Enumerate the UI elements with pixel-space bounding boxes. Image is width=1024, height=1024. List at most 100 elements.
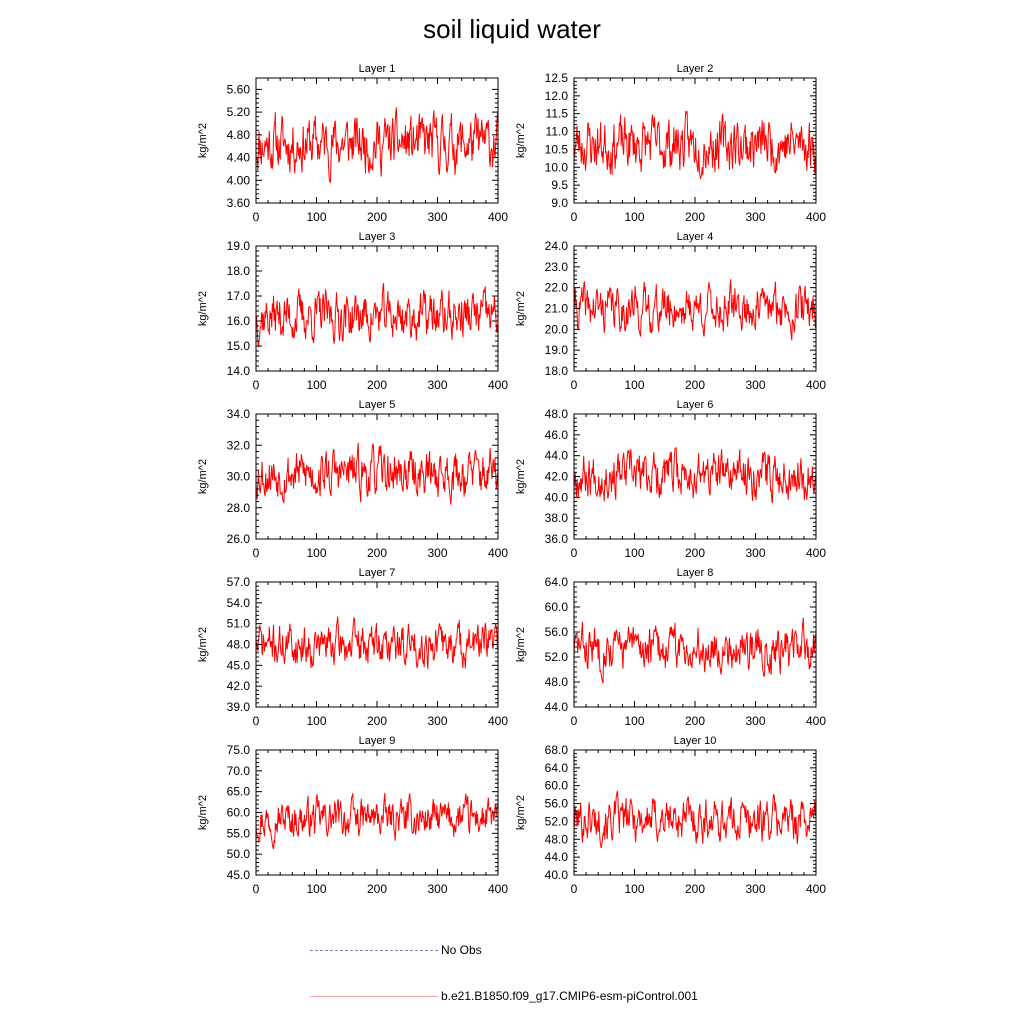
series-line xyxy=(573,110,816,180)
series-line xyxy=(255,616,498,670)
x-tick-label: 300 xyxy=(427,210,447,224)
y-tick-label: 10.5 xyxy=(545,142,569,156)
y-tick-label: 5.60 xyxy=(227,82,251,96)
y-tick-label: 30.0 xyxy=(227,470,251,484)
x-tick-label: 0 xyxy=(253,210,260,224)
chart-layer-3: Layer 3 kg/m^2 0 100 200 300 400 14.0 15.0 16.0 17… xyxy=(197,231,508,392)
y-tick-label: 4.40 xyxy=(227,151,251,165)
chart-layer-4: Layer 4 kg/m^2 0 100 200 300 400 18.0 19.0 20.0 21… xyxy=(515,231,826,392)
y-tick-label: 52.0 xyxy=(545,650,569,664)
y-tick-label: 36.0 xyxy=(545,532,569,546)
y-axis-label: kg/m^2 xyxy=(197,459,209,494)
y-tick-label: 45.0 xyxy=(227,658,251,672)
y-tick-label: 54.0 xyxy=(227,596,251,610)
series-line xyxy=(573,447,816,504)
y-tick-label: 38.0 xyxy=(545,511,569,525)
y-axis-label: kg/m^2 xyxy=(515,459,527,494)
series-line xyxy=(573,617,816,684)
y-tick-label: 4.80 xyxy=(227,128,251,142)
y-tick-label: 23.0 xyxy=(545,260,569,274)
y-axis-label: kg/m^2 xyxy=(197,291,209,326)
y-tick-label: 14.0 xyxy=(227,364,251,378)
y-tick-label: 50.0 xyxy=(227,847,251,861)
chart-layer-10: Layer 10 kg/m^2 0 100 200 300 400 40.0 44.0 48.0 5… xyxy=(515,735,826,896)
y-tick-label: 44.0 xyxy=(545,850,569,864)
x-tick-label: 200 xyxy=(685,378,705,392)
y-tick-label: 9.5 xyxy=(551,178,568,192)
series-line xyxy=(255,282,498,348)
chart-title: Layer 6 xyxy=(677,399,714,411)
chart-title: Layer 9 xyxy=(359,735,396,747)
series-line xyxy=(255,792,498,850)
chart-layer-2: Layer 2 kg/m^2 0 100 200 300 400 9.0 9.5 10.0 10.5… xyxy=(515,63,826,224)
x-tick-label: 300 xyxy=(745,378,765,392)
y-tick-label: 17.0 xyxy=(227,289,251,303)
y-tick-label: 10.0 xyxy=(545,160,569,174)
y-tick-label: 60.0 xyxy=(545,779,569,793)
x-tick-label: 300 xyxy=(427,882,447,896)
chart-layer-7: Layer 7 kg/m^2 0 100 200 300 400 39.0 42.0 45.0 48… xyxy=(197,567,508,728)
y-tick-label: 65.0 xyxy=(227,785,251,799)
y-tick-label: 9.0 xyxy=(551,196,568,210)
y-tick-label: 18.0 xyxy=(227,264,251,278)
chart-title: Layer 5 xyxy=(359,399,396,411)
chart-layer-9: Layer 9 kg/m^2 0 100 200 300 400 45.0 50.0 55.0 60… xyxy=(197,735,508,896)
x-tick-label: 100 xyxy=(306,546,326,560)
y-tick-label: 52.0 xyxy=(545,814,569,828)
chart-layer-5: Layer 5 kg/m^2 0 100 200 300 400 26.0 28.0 30.0 32… xyxy=(197,399,508,560)
y-axis-label: kg/m^2 xyxy=(515,123,527,158)
x-tick-label: 400 xyxy=(806,546,826,560)
x-tick-label: 100 xyxy=(624,378,644,392)
y-tick-label: 19.0 xyxy=(227,239,251,253)
x-tick-label: 300 xyxy=(427,378,447,392)
y-tick-label: 5.20 xyxy=(227,105,251,119)
x-tick-label: 200 xyxy=(685,210,705,224)
y-tick-label: 28.0 xyxy=(227,501,251,515)
x-tick-label: 400 xyxy=(806,210,826,224)
x-tick-label: 100 xyxy=(624,882,644,896)
x-tick-label: 400 xyxy=(488,210,508,224)
x-tick-label: 300 xyxy=(427,546,447,560)
legend-label-obs: No Obs xyxy=(441,943,482,957)
x-tick-label: 0 xyxy=(571,714,578,728)
y-tick-label: 46.0 xyxy=(545,428,569,442)
legend-swatch-model xyxy=(310,995,438,997)
x-tick-label: 100 xyxy=(624,546,644,560)
y-tick-label: 34.0 xyxy=(227,407,251,421)
x-tick-label: 400 xyxy=(488,546,508,560)
chart-title: Layer 4 xyxy=(677,231,714,243)
y-tick-label: 45.0 xyxy=(227,868,251,882)
series-line xyxy=(573,790,816,849)
chart-title: Layer 3 xyxy=(359,231,396,243)
x-tick-label: 0 xyxy=(253,882,260,896)
figure-title: soil liquid water xyxy=(423,14,601,44)
y-tick-label: 57.0 xyxy=(227,575,251,589)
legend-label-model: b.e21.B1850.f09_g17.CMIP6-esm-piControl.… xyxy=(441,989,698,1003)
y-tick-label: 48.0 xyxy=(545,675,569,689)
y-tick-label: 3.60 xyxy=(227,196,251,210)
chart-layer-1: Layer 1 kg/m^2 0 100 200 300 400 3.60 4.00 4.40 4.… xyxy=(197,63,508,224)
y-tick-label: 68.0 xyxy=(545,743,569,757)
y-tick-label: 42.0 xyxy=(227,679,251,693)
chart-layer-8: Layer 8 kg/m^2 0 100 200 300 400 44.0 48.0 52.0 56… xyxy=(515,567,826,728)
y-tick-label: 19.0 xyxy=(545,343,569,357)
y-tick-label: 39.0 xyxy=(227,700,251,714)
x-tick-label: 0 xyxy=(571,882,578,896)
y-tick-label: 40.0 xyxy=(545,490,569,504)
chart-title: Layer 7 xyxy=(359,567,396,579)
x-tick-label: 400 xyxy=(488,378,508,392)
x-tick-label: 300 xyxy=(745,210,765,224)
legend-item-obs: No Obs xyxy=(310,943,482,957)
x-tick-label: 400 xyxy=(488,714,508,728)
x-tick-label: 0 xyxy=(253,714,260,728)
y-tick-label: 20.0 xyxy=(545,322,569,336)
x-tick-label: 100 xyxy=(624,210,644,224)
x-tick-label: 0 xyxy=(253,546,260,560)
y-tick-label: 44.0 xyxy=(545,449,569,463)
x-tick-label: 0 xyxy=(571,210,578,224)
y-tick-label: 15.0 xyxy=(227,339,251,353)
series-line xyxy=(255,107,498,184)
y-tick-label: 51.0 xyxy=(227,617,251,631)
y-tick-label: 64.0 xyxy=(545,575,569,589)
y-axis-label: kg/m^2 xyxy=(197,627,209,662)
